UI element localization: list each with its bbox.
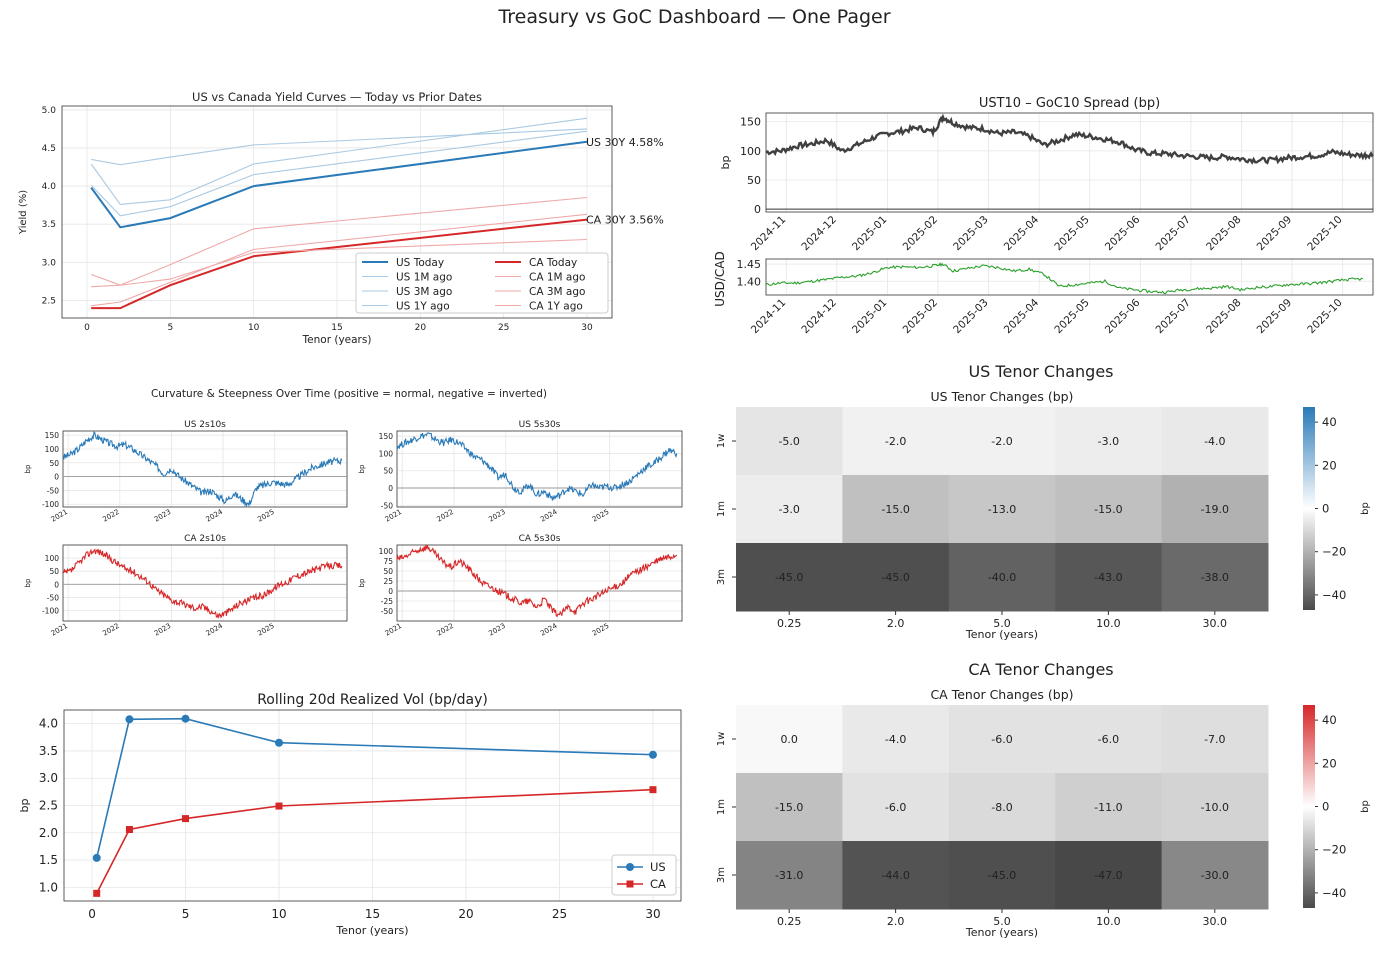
- yield-line-us-3m-ago: [90, 117, 588, 205]
- yield-ytick-label: 4.5: [42, 144, 56, 154]
- yield-ytick-label: 5.0: [42, 106, 57, 116]
- yield-line-ca-3m-ago: [91, 238, 588, 288]
- yield-legend-label: US Today: [396, 257, 444, 269]
- yield-ytick-label: 4.0: [42, 182, 57, 192]
- yield-plot-frame: [61, 105, 613, 319]
- yield-xtick-label: 20: [415, 323, 427, 333]
- yield-legend-label: CA 1M ago: [529, 272, 585, 284]
- yield-xtick-label: 15: [331, 323, 342, 333]
- yield-grid: [62, 106, 612, 318]
- yield-annotation: US 30Y 4.58%: [586, 136, 664, 149]
- yield-legend-label: CA 1Y ago: [529, 301, 583, 313]
- yield-ylabel: Yield (%): [18, 190, 29, 235]
- yield-line-us-today: [90, 140, 588, 229]
- yield-legend-label: US 1M ago: [396, 272, 452, 284]
- yield-xtick-label: 10: [248, 323, 260, 333]
- yield-ytick-label: 3.5: [42, 220, 56, 230]
- yield-xtick-label: 30: [581, 323, 593, 333]
- yield-xtick-label: 0: [84, 323, 90, 333]
- yield-xlabel: Tenor (years): [302, 334, 372, 346]
- yield-annotation: CA 30Y 3.56%: [586, 214, 664, 227]
- yield-line-ca-1m-ago: [91, 213, 588, 307]
- yield-legend-label: CA 3M ago: [529, 286, 585, 298]
- dashboard-title: Treasury vs GoC Dashboard — One Pager: [498, 6, 891, 28]
- yield-legend-box: [355, 252, 609, 314]
- yield-line-us-1m-ago: [90, 130, 588, 217]
- yield-legend-label: US 3M ago: [396, 286, 452, 298]
- yield-line-us-1y-ago: [91, 128, 588, 166]
- yield-chart-title: US vs Canada Yield Curves — Today vs Pri…: [192, 90, 482, 104]
- yield-legend-label: CA Today: [529, 257, 577, 269]
- yield-ytick-label: 2.5: [42, 296, 56, 306]
- yield-line-ca-today: [91, 218, 588, 310]
- yield-legend-label: US 1Y ago: [396, 301, 450, 313]
- yield-xtick-label: 25: [498, 323, 509, 333]
- yield-line-ca-1y-ago: [91, 196, 588, 286]
- yield-ytick-label: 3.0: [42, 258, 57, 268]
- yield-xtick-label: 5: [167, 323, 173, 333]
